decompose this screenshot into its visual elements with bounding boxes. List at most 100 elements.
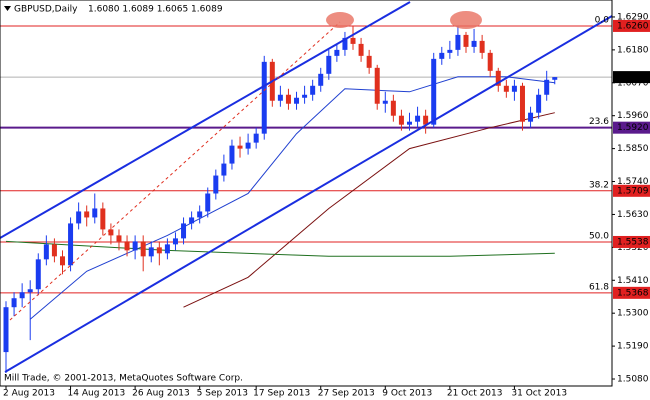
- plot-frame: [0, 0, 613, 387]
- candle-body: [536, 94, 542, 113]
- x-tick-label: 2 Aug 2013: [3, 389, 55, 399]
- candle-body: [326, 55, 332, 74]
- candle-body: [398, 115, 404, 125]
- price-box-label: 1.5920: [617, 123, 649, 133]
- x-tick-label: 27 Sep 2013: [318, 389, 375, 399]
- x-tick-label: 14 Aug 2013: [68, 389, 126, 399]
- highlight: [450, 11, 482, 29]
- candle-body: [552, 77, 558, 80]
- candle-body: [390, 100, 396, 116]
- candle-body: [189, 217, 195, 224]
- candle-body: [108, 229, 114, 236]
- candle-body: [27, 289, 33, 293]
- fib-trend-line: [9, 21, 341, 321]
- y-tick-label: 1.5300: [617, 309, 649, 319]
- price-box: [613, 286, 650, 299]
- candle-body: [116, 235, 122, 242]
- chart-title: GBPUSD,Daily: [14, 5, 78, 15]
- candle-body: [68, 223, 74, 266]
- x-tick-label: 9 Oct 2013: [382, 389, 432, 399]
- candle-body: [479, 40, 485, 53]
- candle-body: [415, 115, 421, 122]
- candle-body: [148, 247, 154, 257]
- candle-body: [253, 133, 259, 143]
- y-tick-label: 1.5630: [617, 210, 649, 220]
- channel-line: [4, 15, 613, 373]
- candle-body: [407, 121, 412, 125]
- candle-body: [84, 211, 90, 218]
- candle-body: [221, 163, 227, 176]
- candle-body: [156, 247, 162, 254]
- candle-body: [3, 307, 9, 353]
- candle-body: [245, 142, 251, 149]
- fib-label: 50.0: [589, 231, 609, 241]
- price-box-label: 1.6089: [617, 73, 649, 83]
- candle-body: [100, 208, 106, 230]
- y-tick-label: 1.5410: [617, 276, 649, 286]
- candle-body: [261, 61, 267, 134]
- candle-body: [528, 112, 534, 122]
- candle-body: [59, 256, 65, 266]
- candle-body: [366, 55, 372, 68]
- y-tick-label: 1.5190: [617, 342, 649, 352]
- x-tick-label: 21 Oct 2013: [447, 389, 503, 399]
- ohlc-text: 1.6080 1.6089 1.6065 1.6089: [88, 5, 223, 15]
- price-box: [613, 71, 650, 84]
- price-box: [613, 19, 650, 32]
- candle-body: [181, 223, 187, 239]
- candle-body: [439, 52, 445, 59]
- candle-body: [19, 292, 25, 299]
- channel-line: [0, 1, 411, 239]
- candle-body: [132, 241, 138, 251]
- price-box-label: 1.6260: [617, 21, 649, 31]
- candle-body: [172, 238, 178, 245]
- fib-label: 38.2: [589, 180, 609, 190]
- x-tick-label: 31 Oct 2013: [511, 389, 567, 399]
- y-tick-label: 1.5080: [617, 375, 649, 385]
- price-box: [613, 235, 650, 248]
- candle-body: [285, 94, 291, 104]
- price-box: [613, 121, 650, 134]
- candle-body: [374, 67, 380, 104]
- candle-body: [310, 85, 316, 95]
- candle-body: [334, 49, 340, 56]
- candle-body: [302, 94, 308, 98]
- candle-body: [447, 49, 453, 53]
- price-box-label: 1.5709: [617, 186, 649, 196]
- candle-body: [76, 211, 82, 224]
- price-box-label: 1.5538: [617, 237, 649, 247]
- candle-body: [51, 244, 57, 257]
- candle-body: [342, 37, 348, 50]
- candle-body: [431, 58, 437, 125]
- footer: Mill Trade, © 2001-2013, MetaQuotes Soft…: [4, 374, 243, 384]
- candle-body: [487, 52, 493, 71]
- candle-body: [423, 115, 429, 125]
- candle-body: [463, 34, 469, 47]
- y-tick-label: 1.6070: [617, 78, 649, 88]
- candle-body: [229, 145, 235, 164]
- candle-body: [35, 259, 41, 290]
- candle-body: [124, 241, 130, 251]
- y-tick-label: 1.6290: [617, 12, 649, 22]
- price-box-label: 1.5368: [617, 288, 649, 298]
- candle-body: [11, 298, 17, 308]
- candle-body: [140, 241, 146, 257]
- fib-label: 61.8: [589, 282, 609, 292]
- candle-body: [544, 79, 550, 95]
- x-tick-label: 5 Sep 2013: [197, 389, 248, 399]
- fib-label: 23.6: [589, 117, 609, 127]
- candle-body: [164, 244, 170, 254]
- candle-body: [318, 73, 324, 86]
- y-tick-label: 1.5960: [617, 111, 649, 121]
- candle-body: [294, 97, 300, 104]
- candle-body: [277, 94, 283, 101]
- moving-average: [5, 240, 555, 257]
- moving-average: [183, 112, 555, 308]
- candle-body: [471, 40, 477, 47]
- candle-body: [511, 85, 517, 92]
- candle-body: [237, 145, 243, 149]
- candle-body: [213, 175, 219, 194]
